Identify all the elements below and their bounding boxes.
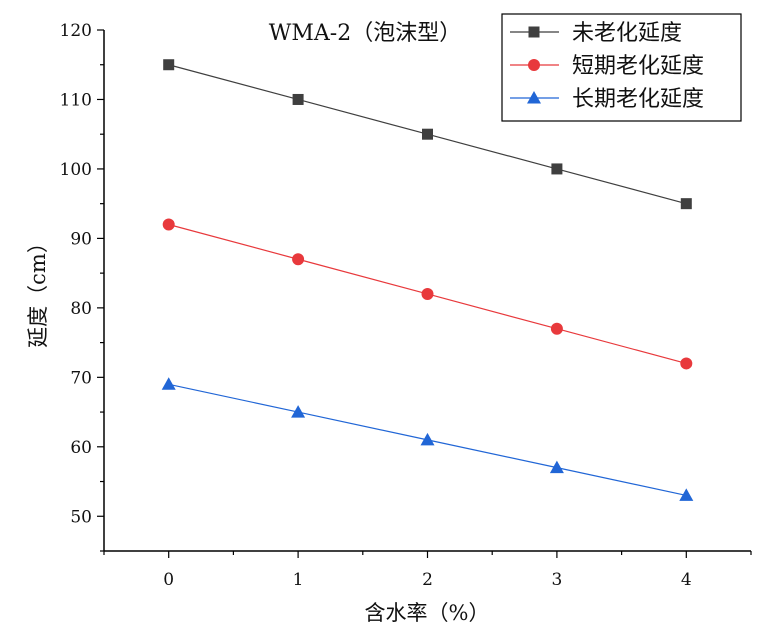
x-tick-label: 2 [422,570,433,590]
x-tick-label: 3 [551,570,562,590]
y-tick-label: 70 [70,368,92,388]
legend-marker [528,59,540,71]
data-point [421,287,434,300]
y-tick-label: 100 [60,160,92,180]
chart-title: WMA-2（泡沫型） [269,21,461,46]
data-point [161,377,176,390]
y-tick-label: 80 [70,299,92,319]
y-tick-label: 110 [60,90,92,110]
data-point [551,163,563,175]
legend-label: 长期老化延度 [572,87,704,112]
data-point [420,432,435,446]
x-tick-label: 4 [681,570,692,590]
y-axis-title: 延度（cm） [26,232,50,348]
data-point [291,405,306,418]
legend-label: 未老化延度 [572,21,682,46]
x-axis-title: 含水率（%） [365,601,490,625]
legend-marker [528,26,540,38]
legend-item: 长期老化延度 [510,87,704,112]
data-point [679,488,694,501]
y-tick-label: 120 [60,21,92,41]
data-point [162,218,175,231]
data-point [550,322,563,335]
data-point [680,357,693,370]
data-point [292,93,304,105]
series-0 [163,59,692,210]
data-point [680,198,692,210]
series-2 [161,377,694,501]
legend-item: 未老化延度 [510,21,682,46]
legend-item: 短期老化延度 [510,54,704,79]
data-point [163,59,175,71]
x-tick-label: 0 [163,570,174,590]
x-tick-label: 1 [293,570,304,590]
data-point [422,128,433,140]
data-point [292,253,305,266]
y-tick-label: 50 [70,507,92,527]
legend-marker [527,91,541,104]
legend-label: 短期老化延度 [572,54,704,79]
y-tick-label: 90 [70,229,92,249]
series-1 [162,218,693,370]
data-point [549,460,564,474]
y-tick-label: 60 [70,438,92,458]
